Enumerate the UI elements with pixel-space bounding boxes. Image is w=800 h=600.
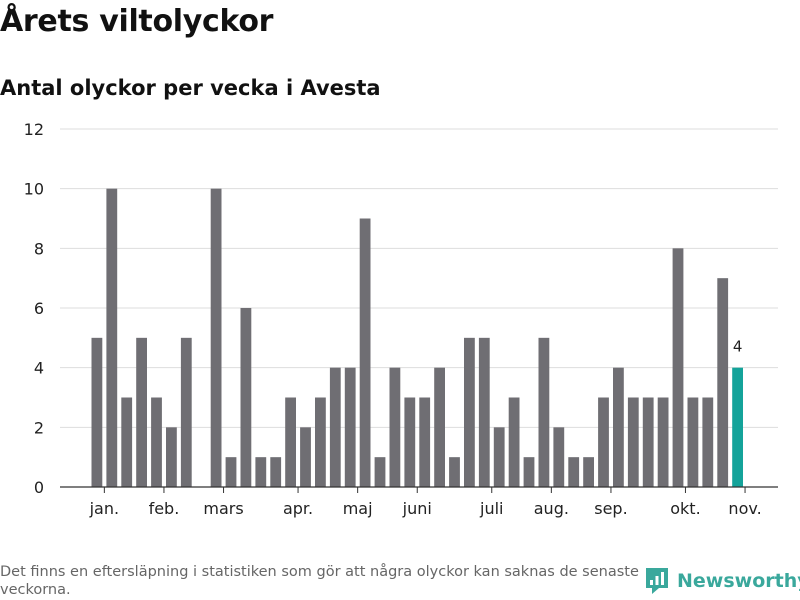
bar <box>538 337 550 487</box>
x-tick-label: apr. <box>283 499 313 518</box>
bar <box>225 457 237 487</box>
bar <box>687 397 699 487</box>
bar <box>478 337 490 487</box>
bar <box>344 367 356 487</box>
bar <box>151 397 162 487</box>
bar <box>285 397 296 487</box>
footnote: Det finns en eftersläpning i statistiken… <box>0 564 639 598</box>
bar <box>717 278 729 487</box>
x-tick-label: maj <box>343 499 373 518</box>
bar <box>106 188 118 487</box>
bar <box>434 367 445 487</box>
bar <box>613 367 624 487</box>
highlighted-bar <box>732 367 743 487</box>
bar <box>419 397 431 487</box>
bar <box>315 397 326 487</box>
bar <box>702 397 714 487</box>
y-tick-label: 6 <box>34 299 44 318</box>
bar <box>329 367 341 487</box>
bar <box>255 457 267 487</box>
bar <box>553 427 565 487</box>
bar <box>389 367 401 487</box>
y-tick-label: 12 <box>24 120 44 139</box>
bar <box>374 457 386 487</box>
bar <box>300 427 311 487</box>
x-tick-label: juni <box>402 499 432 518</box>
chart-subtitle: Antal olyckor per vecka i Avesta <box>0 76 381 100</box>
x-tick-label: okt. <box>670 499 700 518</box>
bar <box>136 337 147 487</box>
x-tick-label: feb. <box>149 499 180 518</box>
bar <box>166 427 177 487</box>
x-tick-label: sep. <box>594 499 627 518</box>
chart-title: Årets viltolyckor <box>0 4 274 39</box>
bar <box>270 457 282 487</box>
bar <box>568 457 580 487</box>
x-tick-label: aug. <box>534 499 569 518</box>
bar <box>583 457 594 487</box>
y-tick-label: 2 <box>34 418 44 437</box>
y-tick-label: 4 <box>34 359 44 378</box>
newsworthy-logo-icon <box>646 568 668 594</box>
x-tick-label: juli <box>479 499 503 518</box>
bar <box>523 457 535 487</box>
bar <box>121 397 133 487</box>
bar <box>91 337 103 487</box>
bar <box>180 337 192 487</box>
bar-chart: 0 2 4 6 8 10 12 4 jan. feb. mars apr. maj juni juli aug… <box>24 120 778 518</box>
bar <box>240 308 252 487</box>
brand-logo[interactable]: Newsworthy <box>644 566 800 596</box>
bar <box>404 397 416 487</box>
bar <box>493 427 505 487</box>
bar <box>359 218 371 487</box>
x-tick-label: nov. <box>728 499 761 518</box>
bar <box>627 397 639 487</box>
bar <box>449 457 460 487</box>
y-tick-label: 0 <box>34 478 44 497</box>
x-tick-label: jan. <box>89 499 119 518</box>
brand-name: Newsworthy <box>677 570 800 592</box>
x-tick-label: mars <box>203 499 243 518</box>
y-tick-label: 10 <box>24 180 44 199</box>
bar <box>657 397 669 487</box>
y-tick-label: 8 <box>34 239 44 258</box>
bar <box>598 397 609 487</box>
bar <box>210 188 222 487</box>
bar <box>464 337 475 487</box>
bar <box>642 397 654 487</box>
bar <box>508 397 520 487</box>
bar <box>672 248 684 487</box>
data-label: 4 <box>733 338 743 356</box>
